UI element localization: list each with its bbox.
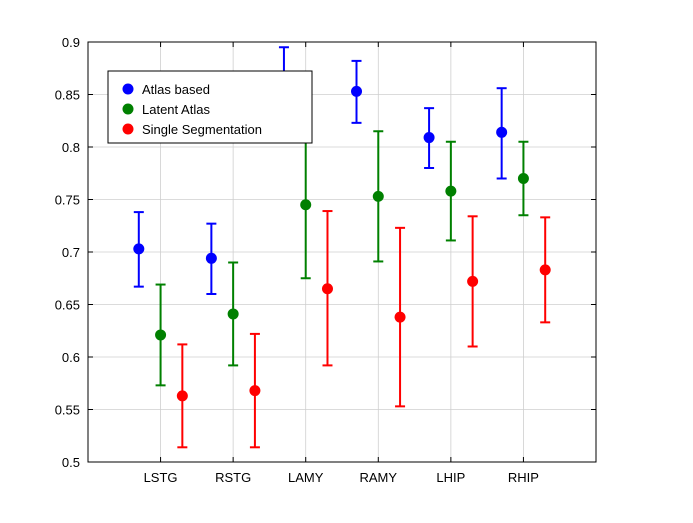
data-point [394, 311, 406, 323]
legend-marker [122, 83, 134, 95]
y-tick-label: 0.6 [62, 350, 80, 365]
legend-label: Single Segmentation [142, 122, 262, 137]
x-tick-label: LSTG [144, 470, 178, 485]
x-tick-labels: LSTG RSTG LAMY RAMY LHIP RHIP [144, 470, 539, 485]
plot-frame [87, 41, 597, 463]
data-point [133, 243, 145, 255]
data-point [176, 390, 188, 402]
legend: Atlas based Latent Atlas Single Segmentati… [107, 70, 313, 144]
data-point [155, 329, 167, 341]
data-point [467, 275, 479, 287]
data-point [227, 308, 239, 320]
data-point [205, 252, 217, 264]
legend-box [107, 70, 313, 144]
y-tick-label: 0.7 [62, 245, 80, 260]
data-point [249, 385, 261, 397]
y-tick-labels: 0.5 0.55 0.6 0.65 0.7 0.75 0.8 0.85 0.9 [55, 35, 80, 470]
series-latent-atlas [155, 130, 529, 387]
data-point [351, 85, 363, 97]
legend-marker [122, 123, 134, 135]
data-point [423, 132, 435, 144]
y-tick-label: 0.9 [62, 35, 80, 50]
data-point [372, 190, 384, 202]
y-tick-label: 0.85 [55, 88, 80, 103]
legend-label: Atlas based [142, 82, 210, 97]
y-tick-label: 0.65 [55, 298, 80, 313]
legend-label: Latent Atlas [142, 102, 210, 117]
data-point [300, 199, 312, 211]
data-point [496, 126, 508, 138]
x-tick-label: RHIP [508, 470, 539, 485]
data-point [539, 264, 551, 276]
y-tick-label: 0.5 [62, 455, 80, 470]
series-single-segmentation [176, 210, 551, 449]
y-tick-label: 0.55 [55, 403, 80, 418]
legend-marker [122, 103, 134, 115]
y-tick-label: 0.8 [62, 140, 80, 155]
x-tick-label: RSTG [215, 470, 251, 485]
series-layer [133, 46, 551, 449]
x-tick-label: LHIP [436, 470, 465, 485]
data-point [321, 283, 333, 295]
x-tick-label: LAMY [288, 470, 324, 485]
x-tick-label: RAMY [360, 470, 398, 485]
y-tick-label: 0.75 [55, 193, 80, 208]
data-point [517, 173, 529, 184]
data-point [445, 185, 457, 197]
